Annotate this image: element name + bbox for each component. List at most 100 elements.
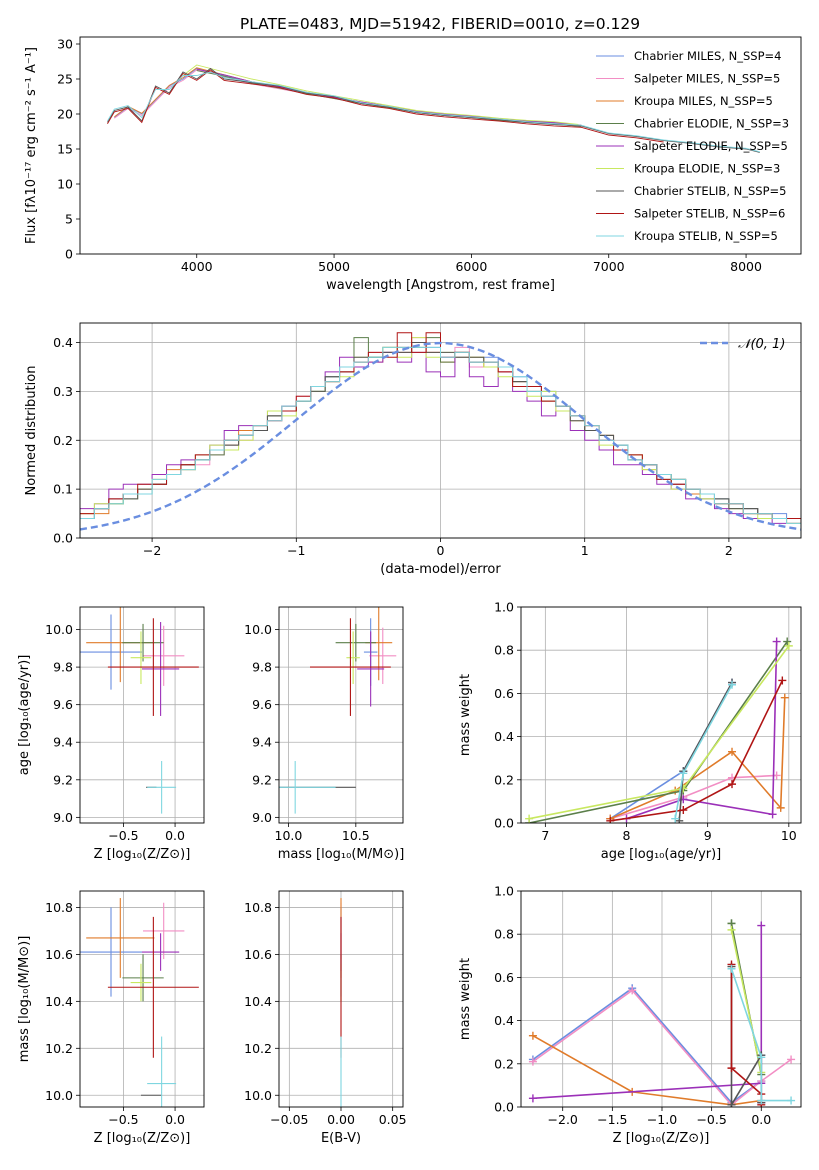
y-tick-label: 10.6 — [45, 947, 73, 962]
y-tick-label: 0 — [65, 247, 73, 262]
y-axis-label: mass [log₁₀(M/M⊙)] — [17, 936, 32, 1063]
y-axis-label: Flux [fλ10⁻¹⁷ erg cm⁻² s⁻¹ A⁻¹] — [24, 47, 39, 244]
y-tick-label: 10.2 — [244, 1041, 272, 1056]
x-tick-label: −1.5 — [597, 1112, 627, 1127]
weight-line — [730, 968, 792, 1102]
weight-marker — [528, 1057, 537, 1066]
plot-area-mass_vs_Z — [80, 898, 199, 1107]
axes-residuals: −2 −1 0 1 2 0.0 0.1 0.2 0.3 0.4 (data-model)/error… — [24, 322, 802, 577]
x-tick-label: 0.0 — [751, 1112, 771, 1127]
axes-frame — [278, 890, 404, 1108]
x-tick-label: 8000 — [730, 259, 762, 274]
y-tick-label: 0.0 — [494, 1100, 514, 1115]
axes-mass_vs_Z: −0.5 0.0 10.0 10.2 10.4 10.6 10.8 Z [log₁₀(Z/Z⊙… — [17, 890, 205, 1146]
weight-marker — [528, 1094, 537, 1103]
x-axis-label: wavelength [Angstrom, rest frame] — [326, 278, 555, 293]
axes-mass_weight_vs_age: 7 8 9 10 0.0 0.2 0.4 0.6 0.8 1.0 age [log₁₀(age/yr… — [458, 600, 802, 862]
weight-marker — [671, 814, 680, 823]
weight-marker — [528, 1031, 537, 1040]
y-axis-label: age [log₁₀(age/yr)] — [17, 655, 32, 776]
x-tick-label: 10.5 — [342, 828, 370, 843]
x-tick-label: −1 — [287, 543, 305, 558]
y-axis-label: Normed distribution — [24, 366, 39, 496]
plot-area-mass_weight_vs_age — [525, 637, 793, 823]
legend-label: Chabrier STELIB, N_SSP=5 — [634, 184, 786, 198]
x-tick-label: 10.0 — [275, 828, 303, 843]
legend-label: Salpeter ELODIE, N_SSP=5 — [634, 139, 788, 153]
x-tick-label: 7 — [541, 828, 549, 843]
axes-frame — [79, 606, 205, 824]
y-tick-label: 9.2 — [252, 772, 272, 787]
weight-marker — [787, 1055, 796, 1064]
y-tick-label: 10.0 — [244, 1088, 272, 1103]
y-tick-label: 15 — [57, 142, 73, 157]
x-axis-label: Z [log₁₀(Z/Z⊙)] — [94, 1131, 191, 1146]
weight-marker — [776, 803, 785, 812]
weight-line — [730, 929, 763, 1073]
plot-area-mass_weight_vs_Z — [528, 919, 796, 1107]
y-tick-label: 9.8 — [252, 660, 272, 675]
axes-frame — [278, 606, 404, 824]
weight-marker — [728, 780, 737, 789]
spectrum-line — [182, 64, 579, 125]
y-tick-label: 0.4 — [53, 335, 73, 350]
y-tick-label: 9.8 — [53, 660, 73, 675]
y-axis-label: mass weight — [458, 958, 473, 1040]
spectrum-line — [107, 67, 760, 153]
y-tick-label: 25 — [57, 72, 73, 87]
weight-line — [532, 1035, 762, 1106]
weight-marker — [679, 806, 688, 815]
y-tick-label: 9.6 — [53, 697, 73, 712]
plot-area-residuals — [80, 332, 801, 538]
y-tick-label: 0.2 — [494, 772, 514, 787]
y-tick-label: 9.6 — [252, 697, 272, 712]
x-tick-label: −0.5 — [696, 1112, 726, 1127]
y-axis-label: mass weight — [458, 674, 473, 756]
x-tick-label: 0.00 — [327, 1112, 355, 1127]
y-tick-label: 0.4 — [494, 729, 514, 744]
x-tick-label: 0.0 — [165, 1112, 185, 1127]
weight-marker — [679, 769, 688, 778]
x-tick-label: 5000 — [318, 259, 350, 274]
x-axis-label: Z [log₁₀(Z/Z⊙)] — [94, 847, 191, 862]
x-tick-label: 10 — [781, 828, 797, 843]
legend-label: Salpeter MILES, N_SSP=5 — [634, 72, 780, 86]
x-axis-label: age [log₁₀(age/yr)] — [601, 847, 722, 862]
x-tick-label: 0.05 — [379, 1112, 407, 1127]
y-tick-label: 1.0 — [494, 884, 514, 899]
x-tick-label: 0 — [437, 543, 445, 558]
axes-mass_vs_ebv: −0.05 0.00 0.05 10.0 10.2 10.4 10.6 10.8 E(B-V) — [244, 890, 407, 1146]
axes-frame — [520, 890, 802, 1108]
y-tick-label: 10.4 — [244, 994, 272, 1009]
spectrum-line — [107, 69, 664, 143]
legend-label: Salpeter STELIB, N_SSP=6 — [634, 207, 785, 221]
y-tick-label: 0.6 — [494, 970, 514, 985]
y-tick-label: 0.2 — [53, 433, 73, 448]
weight-marker — [787, 1096, 796, 1105]
y-tick-label: 10.0 — [45, 622, 73, 637]
y-tick-label: 1.0 — [494, 600, 514, 615]
weight-line — [532, 925, 763, 1103]
y-tick-label: 9.4 — [53, 735, 73, 750]
x-tick-label: −0.5 — [108, 828, 138, 843]
y-tick-label: 0.4 — [494, 1013, 514, 1028]
x-tick-label: −2 — [143, 543, 161, 558]
weight-marker — [757, 1053, 766, 1062]
weight-line — [626, 641, 778, 820]
weight-marker — [784, 641, 793, 650]
y-tick-label: 10.0 — [45, 1088, 73, 1103]
x-tick-label: −0.05 — [270, 1112, 308, 1127]
weight-marker — [768, 810, 777, 819]
legend-label: Kroupa MILES, N_SSP=5 — [634, 94, 773, 108]
legend-label: Chabrier ELODIE, N_SSP=3 — [634, 117, 789, 131]
y-tick-label: 20 — [57, 107, 73, 122]
x-axis-label: E(B-V) — [321, 1131, 361, 1146]
y-tick-label: 0.3 — [53, 384, 73, 399]
axes-frame — [520, 606, 802, 824]
plot-area-age_vs_Z — [80, 607, 199, 814]
weight-marker — [727, 964, 736, 973]
x-tick-label: 9 — [704, 828, 712, 843]
weight-marker — [727, 925, 736, 934]
weight-marker — [757, 1096, 766, 1105]
